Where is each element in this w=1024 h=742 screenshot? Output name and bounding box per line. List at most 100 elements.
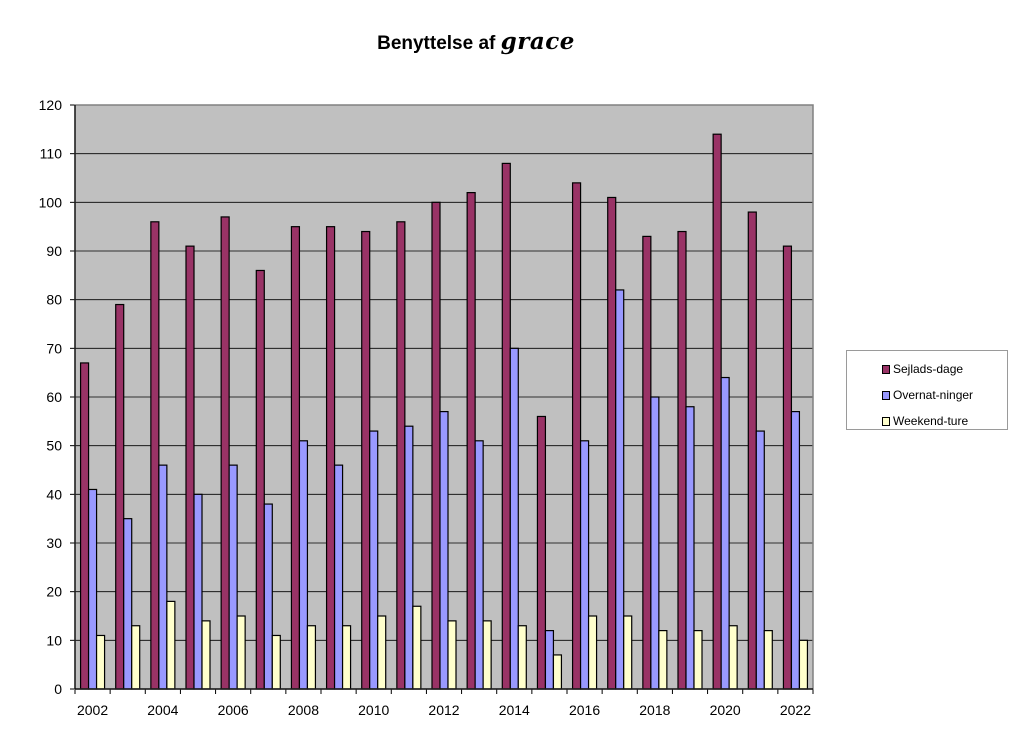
y-tick-label: 80 [46,292,62,308]
x-tick-label: 2006 [218,702,249,718]
bar-overnat-ninger [404,425,414,690]
bar-weekend-ture [412,605,422,690]
bar-sejlads-dage [431,201,441,690]
bar-sejlads-dage [361,230,371,690]
bar-weekend-ture [166,600,176,690]
bar-weekend-ture [306,625,317,690]
y-tick-label: 120 [39,97,63,113]
bar-sejlads-dage [150,221,160,690]
bar-overnat-ninger [263,503,273,690]
x-tick-label: 2014 [499,702,530,718]
bar-weekend-ture [798,639,809,690]
bar-overnat-ninger [650,396,660,690]
bar-overnat-ninger [615,289,625,690]
y-tick-label: 60 [46,389,62,405]
bar-overnat-ninger [193,493,203,690]
bar-sejlads-dage [642,235,652,690]
x-tick-label: 2018 [639,702,670,718]
y-tick-label: 50 [46,438,62,454]
bar-weekend-ture [763,629,773,690]
y-tick-label: 10 [46,632,62,648]
bar-overnat-ninger [158,464,168,690]
bar-sejlads-dage [501,162,511,690]
legend-label: Weekend-ture [893,414,969,428]
bar-sejlads-dage [325,226,336,690]
bar-weekend-ture [623,615,633,690]
bar-weekend-ture [552,654,563,690]
legend-item: Sejlads-dage [847,356,1007,382]
bar-weekend-ture [447,620,457,690]
bar-weekend-ture [377,615,387,690]
x-tick-label: 2004 [147,702,178,718]
bar-sejlads-dage [290,226,301,690]
bar-weekend-ture [482,620,492,690]
bar-sejlads-dage [536,415,547,690]
bar-sejlads-dage [782,245,793,690]
chart-legend: Sejlads-dage Overnat-ninger Weekend-ture [846,350,1008,430]
x-tick-label: 2020 [710,702,741,718]
bar-sejlads-dage [747,211,757,690]
bar-overnat-ninger [123,518,133,690]
bar-overnat-ninger [298,440,309,690]
y-tick-label: 40 [46,486,62,502]
y-tick-label: 70 [46,340,62,356]
y-tick-label: 30 [46,535,62,551]
y-tick-label: 100 [39,194,63,210]
legend-swatch [882,364,890,374]
bar-weekend-ture [587,615,598,690]
bar-weekend-ture [236,615,246,690]
bar-weekend-ture [95,634,106,690]
bar-sejlads-dage [220,216,230,690]
x-tick-label: 2016 [569,702,600,718]
legend-swatch [882,390,890,400]
bar-weekend-ture [131,625,141,690]
bar-overnat-ninger [509,347,519,690]
bar-weekend-ture [693,629,703,690]
bar-overnat-ninger [228,464,238,690]
bar-overnat-ninger [333,464,344,690]
x-tick-label: 2010 [358,702,389,718]
x-tick-label: 2022 [780,702,811,718]
bar-overnat-ninger [579,440,590,690]
bar-sejlads-dage [466,192,476,690]
y-tick-label: 20 [46,584,62,600]
x-tick-label: 2012 [428,702,459,718]
bar-sejlads-dage [677,230,687,690]
chart-title-text: Benyttelse af [377,33,496,54]
bar-weekend-ture [271,634,281,690]
bar-weekend-ture [341,625,352,690]
bar-overnat-ninger [474,440,484,690]
y-tick-label: 0 [54,681,62,697]
legend-swatch [882,416,890,426]
x-tick-label: 2002 [77,702,108,718]
bar-sejlads-dage [115,303,125,690]
y-tick-label: 110 [40,146,63,162]
bar-weekend-ture [517,625,527,690]
bar-overnat-ninger [790,411,801,690]
legend-label: Sejlads-dage [893,362,964,376]
bar-sejlads-dage [607,196,617,690]
x-tick-label: 2008 [288,702,319,718]
bar-overnat-ninger [87,488,98,690]
legend-item: Overnat-ninger [847,382,1007,408]
bar-weekend-ture [658,629,668,690]
bar-sejlads-dage [571,182,582,690]
bar-overnat-ninger [755,430,765,690]
bar-sejlads-dage [255,269,265,690]
legend-label: Overnat-ninger [893,388,974,402]
bar-sejlads-dage [712,133,722,690]
legend-item: Weekend-ture [847,408,1007,434]
bar-overnat-ninger [369,430,379,690]
bar-overnat-ninger [544,629,555,690]
bar-sejlads-dage [396,221,406,690]
bar-weekend-ture [728,625,738,690]
bar-sejlads-dage [79,362,90,690]
bar-sejlads-dage [185,245,195,690]
chart-title: Benyttelse af grace [0,28,952,55]
y-tick-label: 90 [46,243,62,259]
chart-title-logo: grace [500,28,575,55]
bar-overnat-ninger [439,411,449,690]
bar-weekend-ture [201,620,211,690]
bar-overnat-ninger [720,376,730,690]
